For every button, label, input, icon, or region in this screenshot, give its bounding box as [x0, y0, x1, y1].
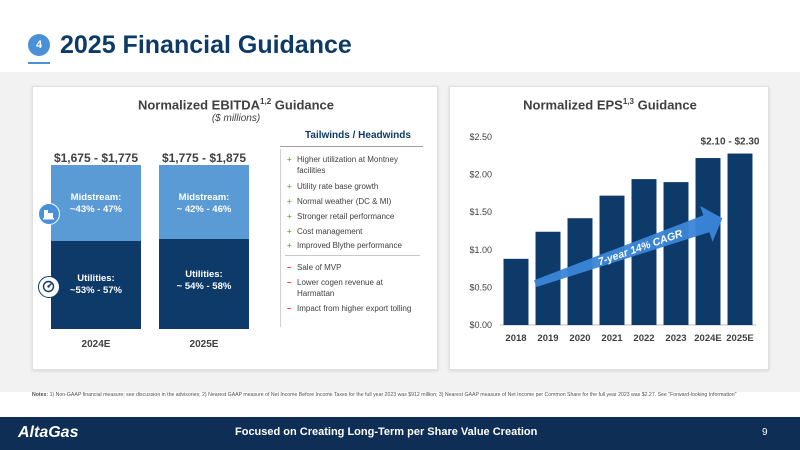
y-tick-label: $1.50 — [469, 207, 492, 217]
y-tick-label: $0.00 — [469, 320, 492, 330]
tailwind-item: + Normal weather (DC & MI) — [287, 197, 392, 206]
ebitda-category-2025: 2025E — [189, 339, 219, 350]
x-tick-label: 2019 — [537, 333, 558, 344]
headwind-item: – Lower cogen revenue at Harmattan — [287, 278, 383, 298]
y-tick-label: $1.00 — [469, 245, 492, 255]
eps-title: Normalized EPS1,3 Guidance — [523, 97, 697, 113]
ebitda-midstream-2024: Midstream: ~43% - 47% — [51, 165, 141, 241]
ebitda-title: Normalized EBITDA1,2 Guidance — [137, 97, 335, 113]
page-title: 2025 Financial Guidance — [60, 31, 352, 59]
badge-underline — [28, 62, 50, 64]
y-tick-label: $0.50 — [469, 282, 492, 292]
headwind-item: – Sale of MVP — [287, 263, 342, 272]
cagr-arrow — [534, 205, 723, 287]
ebitda-midstream-2025: Midstream: ~ 42% - 46% — [159, 165, 249, 239]
utilities-value-2024: ~53% - 57% — [69, 285, 123, 296]
ebitda-utilities-2024: Utilities: ~53% - 57% — [51, 241, 141, 329]
section-number-badge: 4 — [28, 34, 50, 56]
building-icon — [38, 203, 60, 225]
midstream-label-2024: Midstream: — [70, 192, 122, 203]
x-tick-label: 2020 — [569, 333, 590, 344]
footer-tagline: Focused on Creating Long-Term per Share … — [235, 426, 538, 438]
tailwinds-title: Tailwinds / Headwinds — [305, 130, 411, 141]
tailwind-item: + Cost management — [287, 227, 363, 236]
altagas-logo: AltaGas — [18, 424, 79, 441]
utilities-value-2025: ~ 54% - 58% — [176, 281, 232, 292]
tailwind-item: + Improved Blythe performance — [287, 241, 402, 250]
tailwinds-rule — [280, 146, 423, 147]
ebitda-subtitle: ($ millions) — [211, 113, 261, 124]
eps-panel: Normalized EPS1,3 Guidance $0.00 $0.50 $1.… — [449, 86, 769, 370]
eps-bar — [503, 258, 529, 325]
midstream-label-2025: Midstream: — [178, 192, 230, 203]
utilities-label-2024: Utilities: — [77, 273, 115, 284]
midstream-value-2024: ~43% - 47% — [69, 204, 123, 215]
ebitda-range-2025: $1,775 - $1,875 — [161, 151, 247, 165]
x-tick-label: 2018 — [505, 333, 526, 344]
utility-meter-icon — [38, 276, 60, 298]
x-tick-label: 2022 — [633, 333, 654, 344]
eps-guidance-label: $2.10 - $2.30 — [701, 137, 760, 148]
eps-bar — [663, 182, 689, 325]
headwind-item: – Impact from higher export tolling — [287, 304, 412, 313]
x-tick-label: 2021 — [601, 333, 623, 344]
x-tick-label: 2025E — [726, 333, 753, 344]
tailwind-item: + Stronger retail performance — [287, 212, 395, 221]
eps-bar — [727, 153, 753, 325]
tailwind-item: + Higher utilization at Montney facilitie… — [287, 155, 398, 175]
tailwinds-separator — [285, 255, 420, 256]
ebitda-panel: Normalized EBITDA1,2 Guidance ($ million… — [32, 86, 438, 370]
tailwind-item: + Utility rate base growth — [287, 182, 379, 191]
y-tick-label: $2.00 — [469, 170, 492, 180]
notes: Notes: 1) Non-GAAP financial measure; se… — [32, 392, 737, 398]
footer: AltaGas Focused on Creating Long-Term pe… — [0, 417, 800, 450]
eps-chart: $0.00 $0.50 $1.00 $1.50 $2.00 $2.50 2018 2019 20… — [469, 132, 760, 344]
ebitda-utilities-2025: Utilities: ~ 54% - 58% — [159, 239, 249, 329]
ebitda-range-2024: $1,675 - $1,775 — [53, 151, 139, 165]
page-number: 9 — [762, 427, 768, 438]
ebitda-category-2024: 2024E — [81, 339, 111, 350]
x-tick-label: 2023 — [665, 333, 686, 344]
x-tick-label: 2024E — [694, 333, 721, 344]
header: 4 2025 Financial Guidance — [0, 0, 800, 72]
y-tick-label: $2.50 — [469, 132, 492, 142]
utilities-label-2025: Utilities: — [185, 269, 223, 280]
tailwinds-vertical-rule — [280, 149, 281, 327]
midstream-value-2025: ~ 42% - 46% — [176, 204, 232, 215]
eps-bar — [695, 158, 721, 325]
